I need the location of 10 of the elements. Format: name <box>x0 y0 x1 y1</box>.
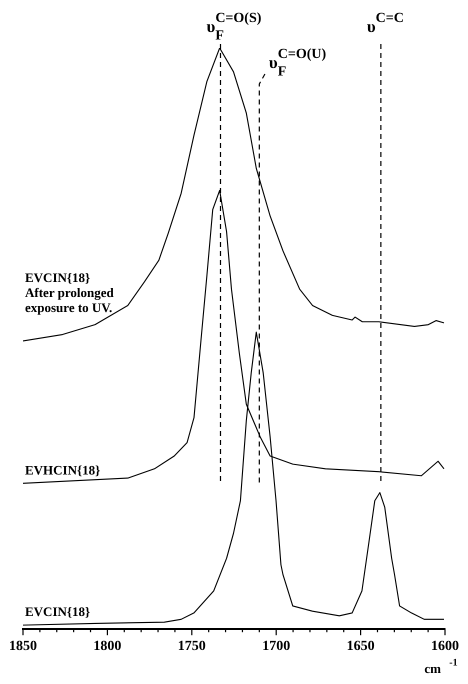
x-tick-label: 1850 <box>9 639 37 654</box>
series-label: EVCIN{18} <box>25 604 90 620</box>
x-tick-label: 1650 <box>346 639 375 654</box>
series-label: EVCIN{18} After prolonged exposure to UV. <box>25 270 114 315</box>
x-tick-label: 1800 <box>93 639 122 654</box>
x-axis-title: cm-1 <box>424 657 458 676</box>
series-label: EVHCIN{18} <box>25 462 100 478</box>
x-tick-label: 1750 <box>178 639 206 654</box>
x-tick-label: 1600 <box>431 639 459 654</box>
x-tick-label: 1700 <box>262 639 290 654</box>
